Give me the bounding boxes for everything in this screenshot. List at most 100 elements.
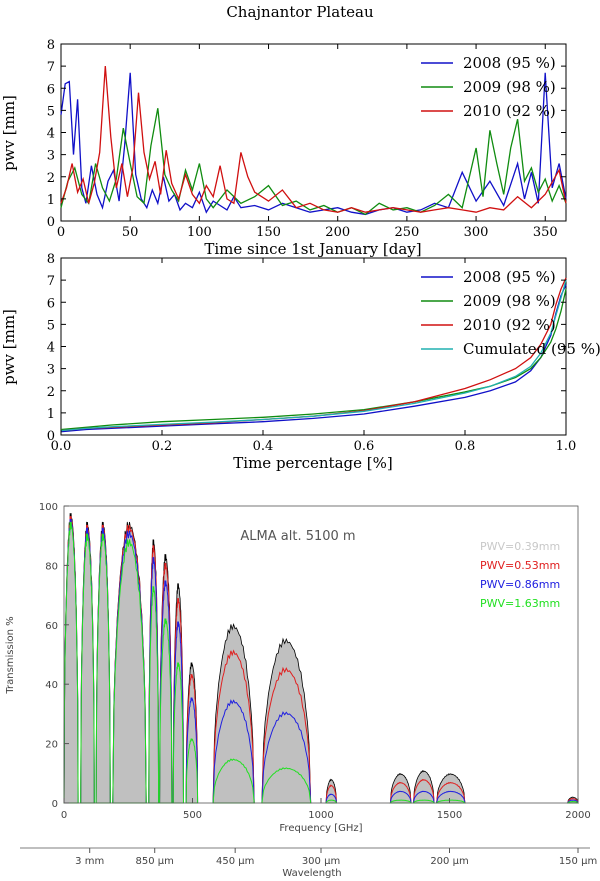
transmission-window-10-series-1 (325, 784, 337, 804)
transmission-window-13-series-2 (435, 790, 466, 804)
chart2-y-tick-label: 3 (47, 363, 55, 378)
chart3-x-tick-label: 1500 (437, 810, 462, 821)
page-title: Chajnantor Plateau (226, 3, 374, 21)
chart3-x-axis-label: Frequency [GHz] (279, 823, 362, 834)
chart3-y-tick-label: 60 (45, 621, 58, 632)
chart2-legend-label-0: 2008 (95 %) (463, 268, 556, 286)
chart3-y-tick-label: 20 (45, 740, 58, 751)
chart2-series-line-1 (60, 288, 567, 431)
chart3-title: ALMA alt. 5100 m (240, 529, 355, 544)
chart1-y-tick-label: 1 (47, 193, 55, 208)
transmission-window-11-series-1 (389, 781, 412, 804)
chart3-y-tick-label: 40 (45, 680, 58, 691)
chart1-x-tick-label: 150 (256, 225, 281, 240)
chart2-x-tick-label: 0.2 (152, 439, 173, 454)
chart1-y-tick-label: 5 (47, 104, 55, 119)
transmission-window-5-series-2 (159, 580, 173, 804)
chart3-legend-label-0: PWV=0.39mm (480, 540, 560, 553)
transmission-window-12-series-1 (412, 778, 435, 804)
transmission-window-9-series-2 (261, 711, 312, 804)
transmission-window-5-series-3 (159, 618, 173, 804)
chart1-y-tick-label: 0 (47, 215, 55, 230)
transmission-window-13-series-0 (436, 773, 466, 804)
chart2-y-tick-label: 6 (47, 296, 55, 311)
chart1-x-tick-label: 100 (187, 225, 212, 240)
transmission-window-14-series-3 (566, 800, 579, 804)
transmission-window-0-series-3 (63, 521, 79, 804)
transmission-window-9-series-3 (261, 767, 312, 804)
chart2-x-tick-label: 1.0 (556, 439, 577, 454)
chart1-x-tick-label: 200 (325, 225, 350, 240)
wavelength-axis: 3 mm 850 μm 450 μm 300 μm 200 μm 150 μm (75, 848, 597, 867)
chart3-legend-label-3: PWV=1.63mm (480, 597, 560, 610)
wavelength-tick-label: 200 μm (430, 856, 468, 867)
chart1-y-tick-label: 3 (47, 149, 55, 164)
transmission-window-8-series-3 (212, 758, 255, 804)
chart2-legend-label-2: 2010 (92 %) (463, 316, 556, 334)
transmission-window-14-series-1 (567, 798, 579, 804)
chart1-legend: 2008 (95 %) 2009 (98 %) 2010 (92 %) (421, 54, 556, 120)
transmission-window-4-series-3 (148, 586, 160, 804)
wavelength-tick-label: 150 μm (559, 856, 597, 867)
chart3-y-tick-label: 100 (39, 502, 58, 513)
chart1-series-line-2 (60, 66, 567, 213)
wavelength-tick-label: 3 mm (75, 856, 104, 867)
chart3-y-tick-label: 0 (52, 799, 58, 810)
chart2-ticks: 0.0 0.2 0.4 0.6 0.8 1.0 0 1 2 3 4 5 6 7 8 (47, 252, 577, 454)
chart1-legend-label-2: 2010 (92 %) (463, 102, 556, 120)
wavelength-tick-label: 450 μm (216, 856, 254, 867)
transmission-window-1-series-3 (80, 533, 95, 804)
chart2-y-tick-label: 5 (47, 318, 55, 333)
chart1-x-axis-label: Time since 1st January [day] (204, 240, 421, 258)
chart3-x-tick-label: 2000 (565, 810, 590, 821)
transmission-window-12-series-3 (412, 799, 436, 804)
transmission-window-13-series-3 (435, 799, 467, 804)
chart1-x-tick-label: 50 (122, 225, 139, 240)
transmission-window-10-series-0 (325, 778, 337, 804)
chart2-series-group (60, 277, 567, 433)
chart3-x-tick-label: 1000 (308, 810, 333, 821)
transmission-window-2-series-3 (95, 533, 111, 804)
chart3-legend-label-2: PWV=0.86mm (480, 578, 560, 591)
chart3-x-tick-label: 0 (61, 810, 67, 821)
chart3-y-axis-label: Transmission % (5, 616, 16, 694)
transmission-window-12-series-0 (413, 770, 435, 804)
chart1-series-group (60, 66, 567, 216)
chart2-y-tick-label: 1 (47, 407, 55, 422)
chart1-series-line-1 (60, 108, 567, 216)
pwv-time-series-chart: 0 50 100 150 200 250 300 350 0 1 2 3 4 5 6 7 8 2008 (95 … (0, 38, 567, 258)
chart1-y-tick-label: 8 (47, 38, 55, 53)
chart1-legend-label-1: 2009 (98 %) (463, 78, 556, 96)
transmission-window-9-series-0 (261, 637, 312, 804)
wavelength-axis-label: Wavelength (282, 868, 341, 879)
chart1-x-tick-label: 300 (464, 225, 489, 240)
chart1-series-line-0 (60, 72, 567, 216)
chart2-y-tick-label: 0 (47, 429, 55, 444)
transmission-window-8-series-1 (212, 649, 255, 804)
chart2-legend: 2008 (95 %) 2009 (98 %) 2010 (92 %) Cumulat… (421, 268, 600, 358)
chart2-y-axis-label: pwv [mm] (0, 309, 18, 385)
chart2-legend-label-3: Cumulated (95 %) (463, 340, 600, 358)
chart1-x-tick-label: 350 (533, 225, 558, 240)
chart2-y-tick-label: 2 (47, 385, 55, 400)
chart1-y-tick-label: 6 (47, 82, 55, 97)
transmission-window-12-series-2 (412, 790, 435, 804)
transmission-window-7-series-1 (185, 674, 199, 804)
chart2-series-line-3 (60, 279, 567, 432)
chart2-legend-label-1: 2009 (98 %) (463, 292, 556, 310)
chart1-y-tick-label: 7 (47, 60, 55, 75)
chart1-y-tick-label: 2 (47, 171, 55, 186)
transmission-window-10-series-2 (325, 793, 337, 804)
chart2-x-tick-label: 0.4 (253, 439, 274, 454)
chart3-y-tick-label: 80 (45, 561, 58, 572)
transmission-window-11-series-0 (389, 772, 412, 804)
chart3-x-tick-label: 500 (183, 810, 202, 821)
chart1-x-tick-label: 0 (57, 225, 65, 240)
transmission-window-7-series-2 (185, 697, 199, 804)
transmission-window-7-series-3 (185, 738, 199, 804)
transmission-window-3-series-3 (112, 539, 147, 804)
chart2-y-tick-label: 4 (47, 341, 55, 356)
chart1-legend-label-0: 2008 (95 %) (463, 54, 556, 72)
